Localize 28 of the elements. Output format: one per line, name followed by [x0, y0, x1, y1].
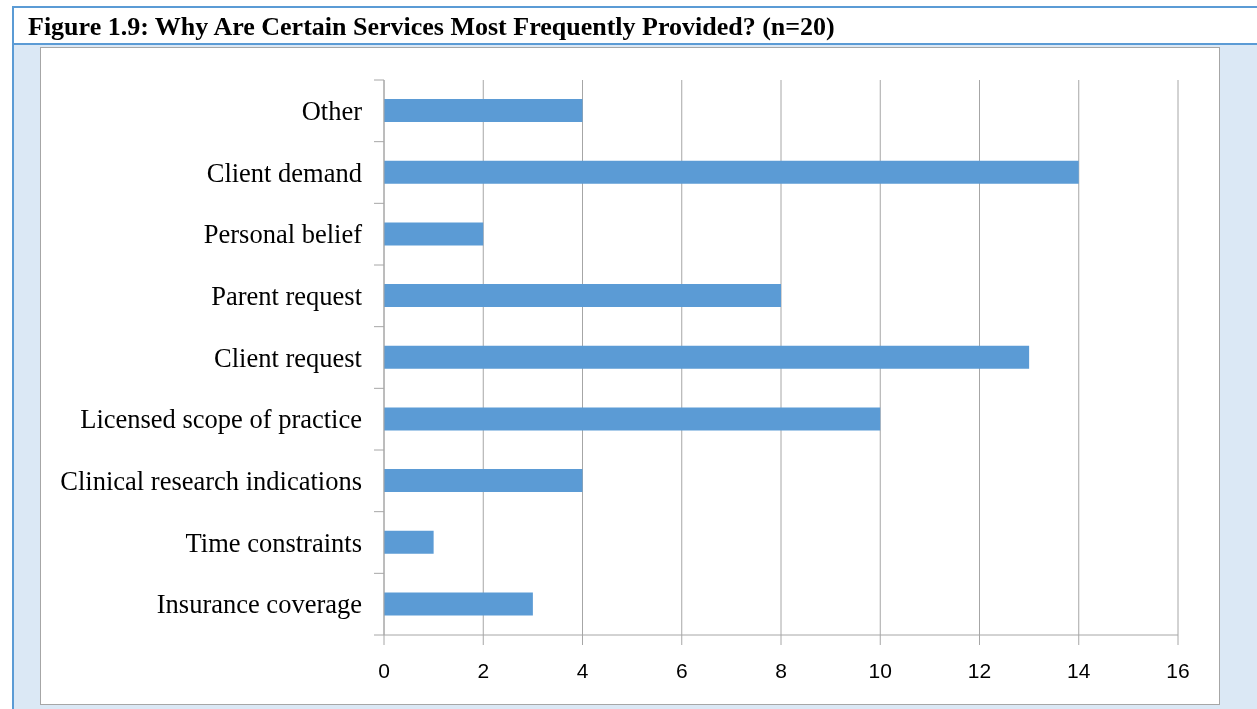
- bar: [384, 345, 1030, 369]
- bar: [384, 469, 583, 493]
- x-tick-label: 16: [1166, 658, 1190, 682]
- x-tick-label: 6: [675, 658, 688, 682]
- y-tick-label: Parent request: [211, 280, 363, 311]
- y-tick-label: Licensed scope of practice: [80, 404, 362, 435]
- y-tick-label: Time constraints: [185, 527, 362, 558]
- bar: [384, 160, 1079, 184]
- y-tick-label: Client demand: [206, 157, 362, 188]
- x-tick-label: 14: [1067, 658, 1091, 682]
- bar: [384, 99, 583, 123]
- x-tick-label: 10: [868, 658, 892, 682]
- bar: [384, 530, 434, 554]
- bar: [384, 407, 881, 431]
- x-tick-label: 12: [967, 658, 992, 682]
- bar: [384, 284, 781, 308]
- x-tick-label: 0: [378, 658, 390, 682]
- y-tick-label: Client request: [214, 342, 363, 373]
- x-tick-label: 4: [576, 658, 589, 682]
- x-tick-label: 8: [775, 658, 787, 682]
- y-tick-label: Insurance coverage: [156, 589, 362, 620]
- bar: [384, 222, 484, 246]
- y-tick-label: Other: [301, 95, 363, 126]
- bar: [384, 592, 533, 616]
- chart-title: Figure 1.9: Why Are Certain Services Most Frequently Provided? (n=20): [28, 11, 835, 43]
- y-tick-label: Clinical research indications: [60, 465, 362, 496]
- x-tick-label: 2: [477, 658, 490, 682]
- y-tick-label: Personal belief: [203, 219, 363, 250]
